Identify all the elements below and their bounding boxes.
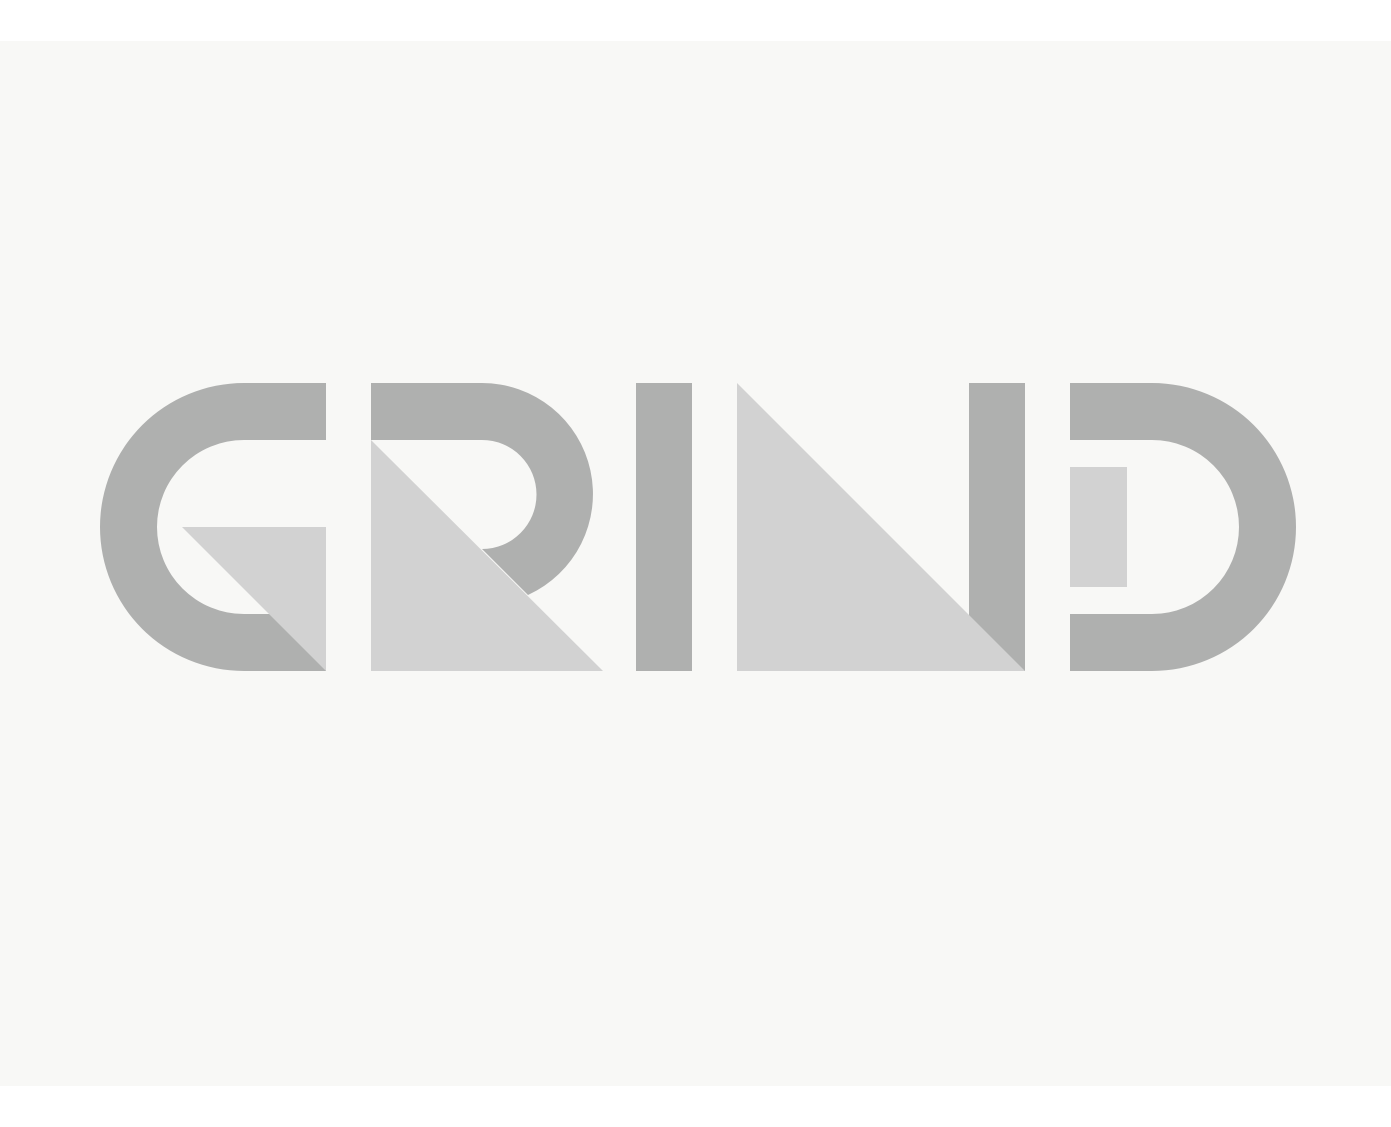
letter-n bbox=[737, 383, 1025, 671]
letter-g bbox=[100, 383, 326, 671]
letter-r bbox=[371, 383, 603, 671]
letter-i bbox=[636, 383, 692, 671]
letter-d bbox=[1070, 383, 1296, 671]
